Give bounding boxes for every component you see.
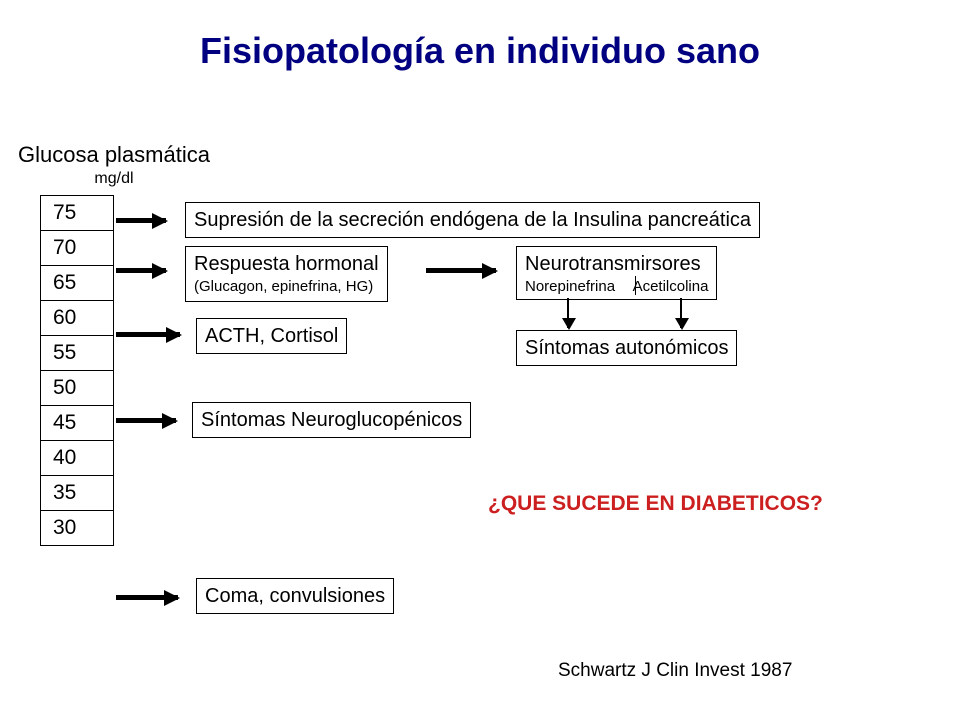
glucose-cell: 30 [41,511,114,546]
box-acth-text: ACTH, Cortisol [205,325,338,347]
arrow-icon [116,595,178,600]
glucose-header: Glucosa plasmática mg/dl [18,142,210,188]
glucose-cell: 70 [41,231,114,266]
glucose-cell: 40 [41,441,114,476]
glucose-cell: 55 [41,336,114,371]
box-neurogluco-text: Síntomas Neuroglucopénicos [201,409,462,431]
box-hormonal-line2: (Glucagon, epinefrina, HG) [194,277,379,297]
box-coma: Coma, convulsiones [196,578,394,614]
glucose-cell: 45 [41,406,114,441]
arrow-icon [116,218,166,223]
divider-line [635,276,636,295]
glucose-table: 75 70 65 60 55 50 45 40 35 30 [40,195,114,546]
glucose-cell: 60 [41,301,114,336]
glucose-cell: 35 [41,476,114,511]
page-title: Fisiopatología en individuo sano [0,30,960,72]
glucose-cell: 50 [41,371,114,406]
glucose-header-line1: Glucosa plasmática [18,142,210,168]
arrow-icon [426,268,496,273]
box-autonomic-text: Síntomas autonómicos [525,337,728,359]
question-text: ¿QUE SUCEDE EN DIABETICOS? [488,492,823,516]
arrow-down-icon [567,298,569,328]
arrow-icon [116,268,166,273]
box-hormonal: Respuesta hormonal (Glucagon, epinefrina… [185,246,388,302]
glucose-header-line2: mg/dl [18,170,210,188]
citation-text: Schwartz J Clin Invest 1987 [558,660,792,682]
box-neurotransmitters: Neurotransmirsores Norepinefrina Acetilc… [516,246,717,300]
box-neuro-line2b: Acetilcolina [633,278,709,295]
glucose-cell: 75 [41,196,114,231]
arrow-down-icon [680,298,682,328]
box-insulin: Supresión de la secreción endógena de la… [185,202,760,238]
box-neuro-line1: Neurotransmirsores [525,251,708,277]
box-neuro-line2a: Norepinefrina [525,278,615,295]
box-acth: ACTH, Cortisol [196,318,347,354]
box-insulin-text: Supresión de la secreción endógena de la… [194,209,751,231]
box-hormonal-line1: Respuesta hormonal [194,251,379,277]
box-neurogluco: Síntomas Neuroglucopénicos [192,402,471,438]
box-coma-text: Coma, convulsiones [205,585,385,607]
arrow-icon [116,418,176,423]
glucose-cell: 65 [41,266,114,301]
box-autonomic: Síntomas autonómicos [516,330,737,366]
arrow-icon [116,332,180,337]
